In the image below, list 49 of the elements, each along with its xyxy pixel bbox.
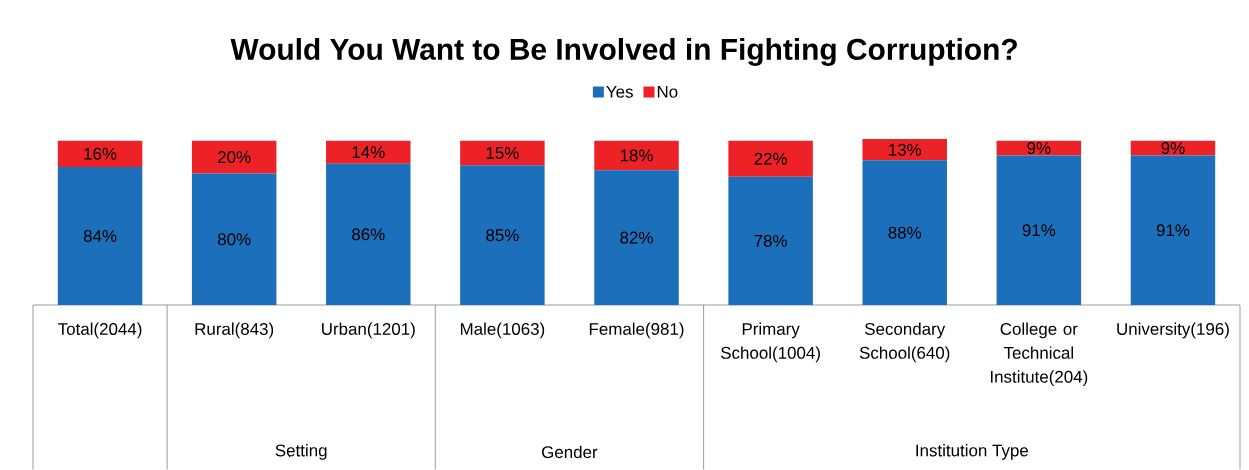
text: Setting (275, 444, 327, 460)
data-label: 22% (754, 152, 787, 165)
x-tick-label: Urban(1201) (322, 322, 415, 339)
data-label: 78% (754, 234, 787, 247)
legend-label: No (657, 85, 678, 98)
bar (57, 166, 143, 305)
data-label: 9% (1161, 142, 1185, 155)
data-label: 91% (1022, 224, 1056, 237)
data-label: 91% (1156, 224, 1190, 237)
data-label: 80% (217, 233, 251, 246)
bar (191, 173, 277, 305)
x-tick-label: Male(1063) (460, 322, 545, 339)
bar (326, 140, 411, 164)
data-label: 15% (486, 147, 519, 159)
x-tick-label: Total(2044) (58, 322, 142, 339)
bar (326, 163, 411, 305)
bar (460, 140, 545, 166)
bar (594, 170, 679, 305)
bar (862, 139, 947, 161)
data-label: 16% (84, 147, 117, 160)
data-label: 14% (352, 146, 385, 159)
x-tick-label: University(196) (1117, 322, 1229, 339)
data-label: 86% (352, 228, 385, 241)
text: Institution Type (916, 444, 1029, 460)
bar (191, 140, 277, 174)
data-label: 85% (486, 229, 519, 242)
x-tick-label: Female(981) (589, 322, 684, 339)
data-label: 84% (83, 229, 117, 242)
data-label: 18% (620, 149, 653, 162)
bar (57, 140, 143, 167)
bar (594, 140, 679, 171)
text: Gender (542, 445, 598, 459)
bar (460, 165, 545, 305)
bar (1130, 155, 1216, 305)
data-label: 88% (888, 226, 922, 239)
bar (728, 176, 813, 305)
bar (996, 155, 1082, 305)
chart-title: Would You Want to Be Involved in Fighting Corruption? (230, 38, 1017, 66)
x-tick-label: Secondary School(640) (859, 322, 950, 363)
data-label: 13% (889, 143, 922, 156)
x-tick-label: College or Technical Institute(204) (990, 322, 1088, 387)
legend-label: Yes (606, 85, 633, 98)
bar (862, 160, 947, 305)
data-label: 82% (620, 231, 653, 244)
data-label: 20% (218, 151, 251, 164)
data-label: 9% (1027, 142, 1051, 155)
x-tick-label: Primary School(1004) (721, 322, 820, 363)
x-tick-label: Rural(843) (195, 322, 274, 339)
bar (728, 140, 813, 177)
